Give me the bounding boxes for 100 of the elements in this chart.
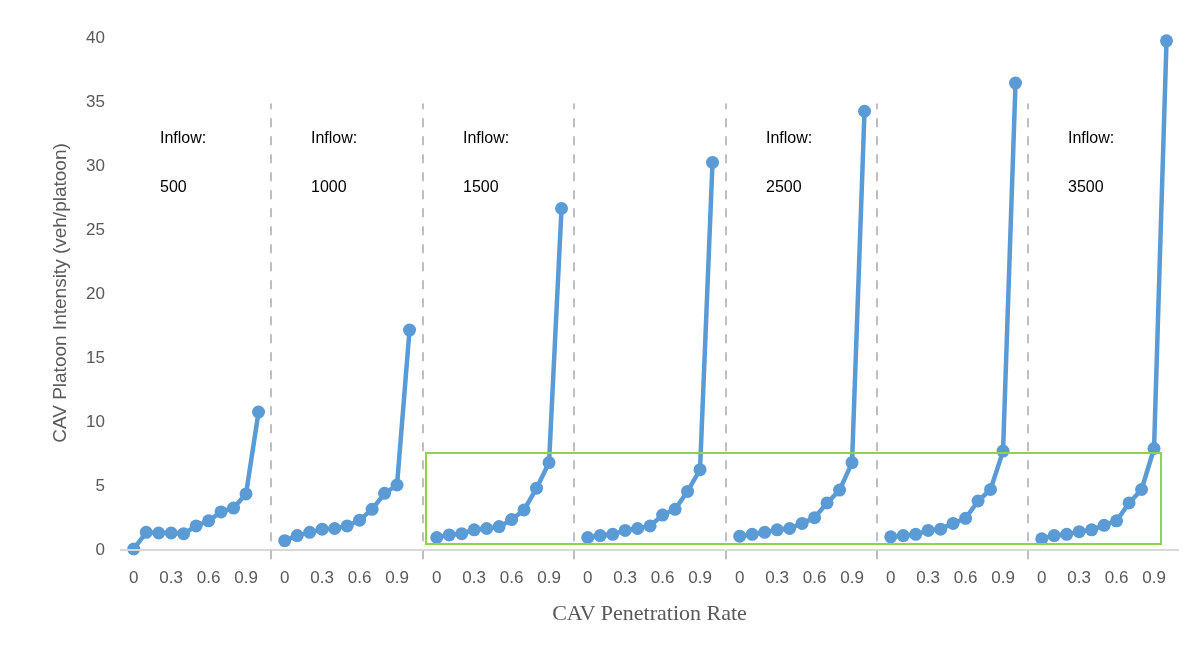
point [177, 527, 191, 541]
point [984, 482, 998, 496]
x-tick-label: 0.9 [991, 568, 1015, 588]
point [504, 513, 518, 527]
x-tick-label: 0.9 [839, 568, 864, 588]
point [202, 514, 216, 528]
y-tick-label: 35 [86, 91, 105, 111]
point [227, 501, 241, 515]
y-tick-label: 10 [86, 411, 105, 431]
point [757, 525, 771, 539]
x-tick-label: 0.6 [953, 568, 978, 588]
point [152, 526, 166, 540]
point [706, 155, 720, 169]
annotation: Inflow: [311, 129, 358, 146]
point [921, 523, 935, 537]
x-tick-label: 0.3 [462, 568, 486, 588]
x-tick-label: 0.3 [764, 568, 789, 588]
point [378, 486, 392, 500]
point [606, 527, 620, 541]
annotation: Inflow: [160, 129, 207, 146]
x-tick-label: 0.9 [385, 568, 410, 588]
x-tick-label: 0.3 [159, 568, 183, 588]
x-tick-label: 0.6 [348, 568, 372, 588]
point [278, 534, 292, 548]
point [934, 522, 948, 536]
annotation: Inflow: [765, 129, 812, 146]
x-tick-label: 0.9 [537, 568, 561, 588]
point [1060, 527, 1074, 541]
point [693, 463, 707, 477]
point [467, 523, 481, 537]
point [542, 456, 556, 470]
point [1048, 529, 1062, 543]
annotation: Inflow: [1068, 129, 1115, 146]
point [239, 487, 253, 501]
x-tick-label: 0 [886, 568, 896, 588]
y-axis-title: CAV Platoon Intensity (veh/platoon) [48, 143, 70, 443]
point [745, 527, 759, 541]
point [1085, 523, 1099, 537]
point [656, 508, 670, 522]
point [390, 478, 404, 492]
point [341, 519, 355, 533]
x-tick-label: 0.6 [499, 568, 524, 588]
x-tick-label: 0.3 [310, 568, 335, 588]
point [1135, 482, 1149, 496]
point [971, 494, 985, 508]
x-tick-label: 0 [734, 568, 745, 588]
x-tick-label: 0.6 [1105, 568, 1129, 588]
annotation: 1000 [311, 178, 348, 195]
point [593, 529, 607, 543]
point [1098, 518, 1112, 532]
y-tick-label: 25 [86, 219, 105, 239]
x-tick-label: 0 [129, 568, 139, 588]
point [857, 104, 871, 118]
x-tick-label: 0 [280, 568, 290, 588]
point [554, 202, 568, 216]
x-tick-label: 0.9 [1142, 568, 1167, 588]
point [403, 323, 417, 337]
point [909, 527, 923, 541]
point [668, 502, 682, 516]
point [1110, 514, 1124, 528]
point [517, 503, 531, 517]
y-tick-label: 0 [95, 539, 105, 559]
point [1122, 496, 1136, 510]
point [430, 530, 444, 544]
x-axis-title: CAV Penetration Rate [552, 599, 748, 625]
x-tick-label: 0 [583, 568, 593, 588]
point [795, 516, 809, 530]
point [1160, 34, 1174, 48]
point [770, 523, 784, 537]
point [529, 481, 543, 495]
point [732, 529, 746, 543]
y-tick-label: 20 [86, 283, 105, 303]
x-tick-label: 0.6 [196, 568, 221, 588]
point [681, 484, 695, 498]
point [214, 505, 228, 519]
point [832, 483, 846, 497]
point [884, 530, 898, 544]
y-tick-label: 5 [95, 475, 105, 495]
point [252, 405, 266, 419]
x-tick-label: 0.6 [802, 568, 827, 588]
x-tick-label: 0.3 [1067, 568, 1092, 588]
point [631, 522, 645, 536]
point [820, 496, 834, 510]
y-tick-label: 30 [86, 155, 105, 175]
point [479, 522, 493, 536]
y-tick-label: 15 [86, 347, 105, 367]
point [845, 456, 859, 470]
annotation: 2500 [765, 178, 802, 195]
x-tick-label: 0.3 [613, 568, 638, 588]
point [442, 528, 456, 542]
point [643, 519, 657, 533]
x-tick-label: 0.6 [650, 568, 675, 588]
point [946, 516, 960, 530]
point [492, 520, 506, 534]
point [807, 511, 821, 525]
x-tick-label: 0 [1037, 568, 1047, 588]
point [1073, 525, 1087, 539]
annotation: 500 [160, 178, 187, 195]
x-tick-label: 0.9 [688, 568, 713, 588]
point [353, 513, 367, 527]
